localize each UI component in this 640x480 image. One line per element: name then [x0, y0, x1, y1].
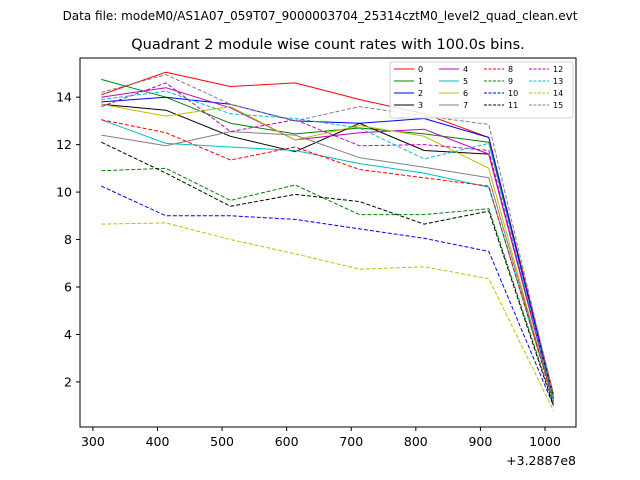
- y-tick-label: 14: [56, 90, 72, 105]
- y-tick-label: 10: [56, 185, 72, 200]
- series-layer: [101, 71, 554, 411]
- legend-label: 11: [508, 101, 518, 110]
- legend-label: 15: [553, 101, 563, 110]
- series-line-module-12: [101, 82, 554, 402]
- chart-title: Quadrant 2 module wise count rates with …: [131, 37, 525, 53]
- legend-label: 5: [463, 77, 468, 86]
- legend-label: 10: [508, 89, 518, 98]
- y-tick-label: 6: [64, 279, 72, 294]
- series-line-module-6: [101, 103, 554, 404]
- series-line-module-2: [101, 96, 554, 399]
- series-line-module-7: [101, 131, 554, 402]
- series-line-module-13: [101, 90, 554, 402]
- legend-label: 13: [553, 77, 563, 86]
- x-tick-label: 500: [210, 434, 234, 449]
- series-line-module-8: [101, 119, 554, 402]
- legend-label: 6: [463, 89, 468, 98]
- series-line-module-0: [101, 71, 554, 394]
- x-tick-label: 900: [468, 434, 492, 449]
- legend-label: 1: [418, 77, 423, 86]
- y-tick-label: 12: [56, 137, 72, 152]
- legend-label: 7: [463, 101, 468, 110]
- series-line-module-15: [101, 74, 554, 397]
- suptitle: Data file: modeM0/AS1A07_059T07_90000037…: [63, 9, 578, 23]
- x-tick-label: 400: [146, 434, 170, 449]
- legend-label: 4: [463, 65, 468, 74]
- y-tick-label: 2: [64, 374, 72, 389]
- series-line-module-11: [101, 141, 554, 406]
- series-line-module-14: [101, 222, 554, 411]
- x-tick-label: 700: [339, 434, 363, 449]
- x-axis: 300 400 500 600 700 800 900 1000: [81, 427, 561, 449]
- legend-label: 14: [553, 89, 563, 98]
- legend-label: 0: [418, 65, 423, 74]
- legend-label: 3: [418, 101, 423, 110]
- legend-label: 9: [508, 77, 513, 86]
- y-tick-label: 8: [64, 232, 72, 247]
- legend-frame: [389, 61, 574, 119]
- plot-area-frame: [79, 57, 577, 428]
- x-tick-label: 600: [275, 434, 299, 449]
- series-line-module-9: [101, 167, 554, 404]
- series-line-module-10: [101, 185, 554, 406]
- y-tick-label: 4: [64, 327, 72, 342]
- x-axis-offset-label: +3.2887e8: [506, 453, 576, 468]
- legend-label: 8: [508, 65, 513, 74]
- series-line-module-5: [101, 119, 554, 402]
- x-tick-label: 1000: [529, 434, 561, 449]
- y-axis: 2 4 6 8 10 12 14: [56, 90, 80, 389]
- x-tick-label: 800: [404, 434, 428, 449]
- x-tick-label: 300: [81, 434, 105, 449]
- legend-label: 2: [418, 89, 423, 98]
- series-line-module-1: [101, 78, 554, 397]
- legend-label: 12: [553, 65, 563, 74]
